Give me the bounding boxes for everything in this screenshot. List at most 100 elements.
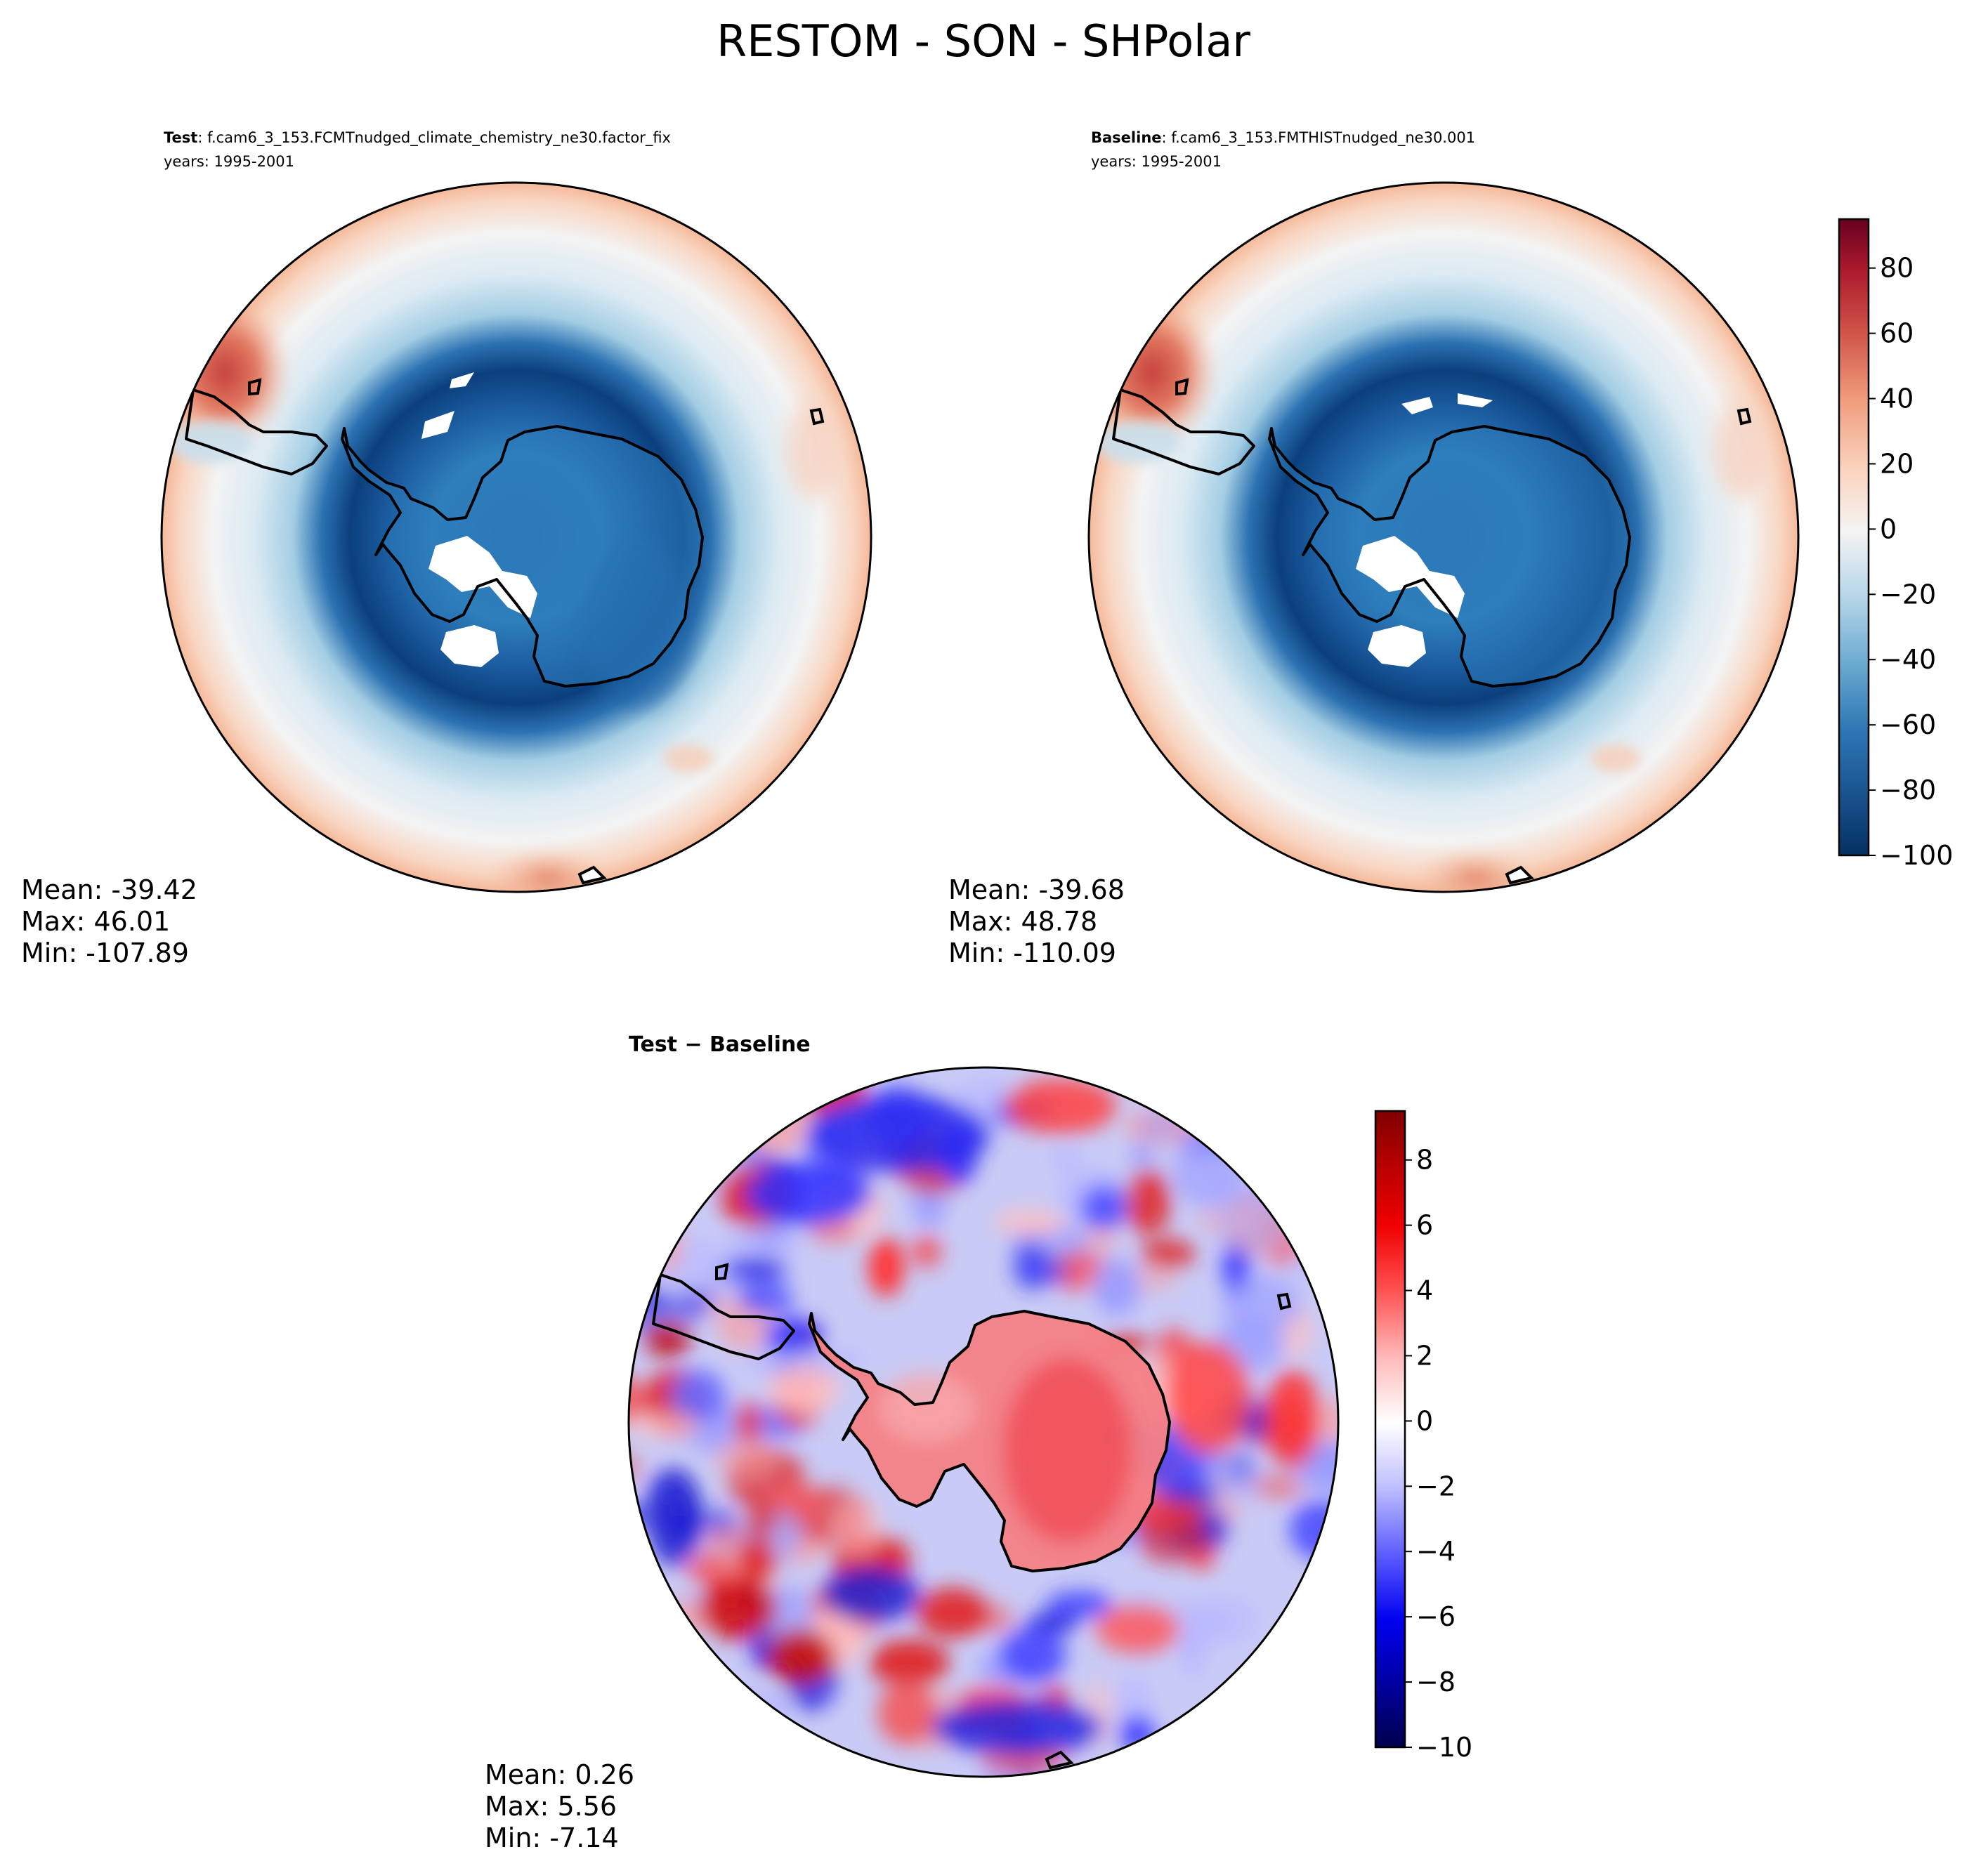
diff-field-patch	[934, 1700, 1103, 1756]
diff-field-patch	[1005, 1078, 1117, 1134]
test-min: Min: -107.89	[21, 938, 189, 968]
diff-colorbar-tick-label: −4	[1416, 1536, 1456, 1567]
diff-field-patch	[1085, 1222, 1118, 1252]
diff-field-patch	[877, 1681, 936, 1745]
diff-mean: Mean: 0.26	[485, 1759, 634, 1790]
diff-field-patch	[643, 1320, 692, 1355]
diff-field-patch	[735, 1400, 762, 1445]
main-colorbar-tick-label: 80	[1880, 253, 1914, 284]
diff-colorbar-tick-label: 0	[1416, 1405, 1433, 1436]
diff-field-patch	[738, 1280, 794, 1316]
test-panel-header: Test: f.cam6_3_153.FCMTnudged_climate_ch…	[164, 129, 671, 147]
baseline-case-name: : f.cam6_3_153.FMTHISTnudged_ne30.001	[1162, 129, 1476, 147]
diff-field-patch	[999, 1627, 1066, 1683]
diff-field-patch	[911, 1234, 942, 1268]
main-colorbar-tick-label: −100	[1880, 840, 1953, 871]
diff-field-patch	[1096, 1605, 1180, 1654]
main-colorbar-tick-label: −40	[1880, 644, 1936, 675]
diff-colorbar-tick-label: 2	[1416, 1340, 1433, 1371]
baseline-label: Baseline	[1091, 129, 1162, 146]
diff-field-patch	[1049, 1144, 1083, 1176]
test-years: years: 1995-2001	[164, 153, 294, 170]
diff-field-patch	[868, 1237, 905, 1297]
diff-field-patch	[994, 1210, 1067, 1235]
baseline-map	[1089, 183, 1798, 892]
baseline-map-boundary	[1087, 181, 1800, 893]
diff-field-patch	[1129, 1142, 1156, 1168]
test-case-name: : f.cam6_3_153.FCMTnudged_climate_chemis…	[197, 129, 671, 147]
diff-field-patch	[916, 1587, 989, 1638]
diff-field-patch	[670, 1369, 726, 1424]
diff-colorbar-tick-label: 6	[1416, 1210, 1433, 1241]
main-colorbar-tick-label: 0	[1880, 513, 1897, 544]
main-colorbar-tick-label: −60	[1880, 709, 1936, 740]
test-label: Test	[164, 129, 197, 146]
diff-field-patch	[1137, 1512, 1208, 1565]
diff-field-patch	[686, 1552, 738, 1587]
diff-field-patch	[1320, 1395, 1338, 1450]
diff-field-patch	[745, 1162, 871, 1225]
test-mean: Mean: -39.42	[21, 874, 197, 905]
diff-field-patch	[1140, 1238, 1196, 1269]
diff-colorbar-ticks: −10 −8 −6 −4 −2 0 2 4 6 8	[1405, 1145, 1472, 1763]
diff-field-patch	[714, 1438, 777, 1478]
diff-max: Max: 5.56	[485, 1791, 617, 1822]
diff-field-patch	[726, 1258, 785, 1279]
baseline-panel-header: Baseline: f.cam6_3_153.FMTHISTnudged_ne3…	[1091, 129, 1475, 147]
diff-colorbar-tick-label: 8	[1416, 1145, 1433, 1176]
main-colorbar-tick-label: 40	[1880, 383, 1914, 414]
diff-colorbar: −10 −8 −6 −4 −2 0 2 4 6 8	[1374, 1110, 1472, 1763]
baseline-panel: Baseline: f.cam6_3_153.FMTHISTnudged_ne3…	[948, 129, 1800, 968]
test-map	[162, 183, 871, 892]
diff-field-patch	[699, 1577, 776, 1640]
diff-colorbar-tick-label: −10	[1416, 1732, 1472, 1763]
diff-map	[629, 1067, 1338, 1777]
main-colorbar-tick-label: −20	[1880, 579, 1936, 610]
diff-colorbar-gradient	[1374, 1110, 1406, 1749]
diff-colorbar-tick-label: −6	[1416, 1601, 1456, 1632]
diff-field-patch	[1093, 1259, 1141, 1316]
diff-field-patch	[766, 1629, 836, 1685]
diff-field-patch	[726, 1223, 799, 1267]
diff-panel: Test − Baseline Mean: 0.26 Max: 5.56 Min…	[485, 1032, 1340, 1853]
main-colorbar-tick-label: −80	[1880, 775, 1936, 806]
diff-field-patch	[1221, 1275, 1301, 1336]
baseline-min: Min: -110.09	[948, 938, 1116, 968]
test-max: Max: 46.01	[21, 906, 170, 937]
diff-field-patch	[746, 1499, 778, 1541]
baseline-max: Max: 48.78	[948, 906, 1097, 937]
main-colorbar-tick-label: 60	[1880, 318, 1914, 349]
diff-field-patch	[1195, 1596, 1261, 1643]
diff-field-patch	[737, 1539, 777, 1584]
diff-field-patch	[1252, 1474, 1304, 1499]
diff-field-patch	[1213, 1185, 1295, 1252]
diff-field-patch	[712, 1691, 793, 1723]
diff-field-patch	[832, 1498, 883, 1556]
figure-title: RESTOM - SON - SHPolar	[717, 15, 1250, 67]
main-colorbar-ticks: −100 −80 −60 −40 −20 0 20 40 60 80	[1869, 253, 1953, 871]
diff-field-patch	[868, 1639, 950, 1686]
diff-field-patch	[702, 1509, 736, 1534]
diff-field-patch	[629, 1412, 700, 1439]
main-colorbar: −100 −80 −60 −40 −20 0 20 40 60 80	[1838, 218, 1953, 871]
diff-field-patch	[646, 1468, 702, 1566]
main-colorbar-tick-label: 20	[1880, 448, 1914, 479]
diff-field-patch	[1080, 1184, 1127, 1230]
diff-min: Min: -7.14	[485, 1822, 619, 1853]
diff-field-patch	[822, 1566, 920, 1622]
diff-map-boundary	[627, 1066, 1340, 1778]
diff-field-patch	[769, 1365, 839, 1412]
main-colorbar-gradient	[1838, 218, 1870, 857]
diff-colorbar-tick-label: 4	[1416, 1275, 1433, 1306]
diff-field-patch	[1166, 1341, 1250, 1454]
baseline-mean: Mean: -39.68	[948, 874, 1125, 905]
diff-field-patch	[1017, 1257, 1067, 1286]
diff-field-patch	[1264, 1369, 1321, 1468]
test-panel: Test: f.cam6_3_153.FCMTnudged_climate_ch…	[21, 129, 872, 968]
diff-field-patch	[629, 1374, 646, 1424]
diff-colorbar-tick-label: −2	[1416, 1471, 1456, 1501]
diff-field-patch	[1125, 1169, 1171, 1235]
diff-colorbar-tick-label: −8	[1416, 1667, 1456, 1697]
baseline-years: years: 1995-2001	[1091, 153, 1222, 170]
